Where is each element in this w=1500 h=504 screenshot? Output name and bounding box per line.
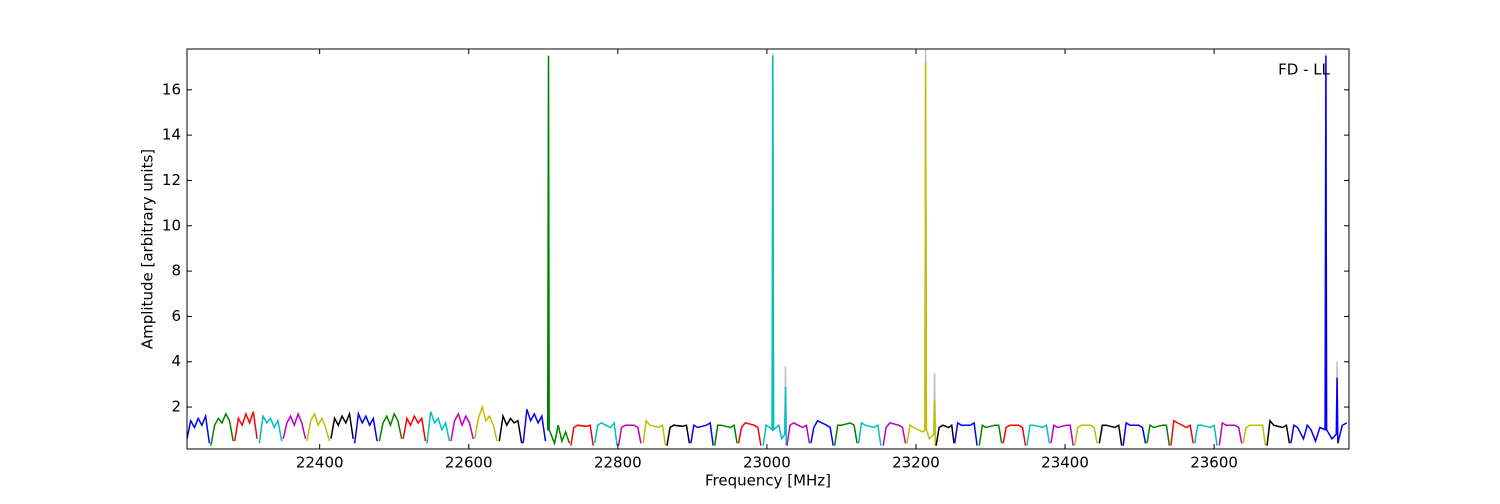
series-line bbox=[1073, 424, 1098, 446]
series-line bbox=[642, 418, 667, 446]
y-tick-label: 4 bbox=[171, 352, 181, 370]
series-line bbox=[690, 421, 714, 446]
y-tick-label: 10 bbox=[162, 216, 181, 234]
series-line bbox=[330, 411, 354, 439]
series-line bbox=[713, 423, 738, 446]
y-tick-label: 14 bbox=[162, 126, 181, 144]
series-line bbox=[187, 413, 211, 444]
series-line bbox=[473, 404, 498, 442]
series-line bbox=[906, 62, 937, 446]
axes-frame bbox=[186, 48, 1350, 450]
series-line bbox=[1266, 418, 1291, 446]
series-line bbox=[1242, 424, 1267, 446]
y-axis-label: Amplitude [arbitrary units] bbox=[139, 149, 157, 349]
series-line bbox=[810, 419, 834, 446]
x-tick-label: 22800 bbox=[594, 454, 642, 472]
series-line bbox=[978, 423, 1003, 446]
series-line bbox=[666, 424, 691, 446]
series-line bbox=[762, 55, 788, 446]
series-line bbox=[617, 424, 642, 446]
series-line bbox=[498, 413, 523, 444]
x-tick-label: 22600 bbox=[445, 454, 493, 472]
y-tick-label: 12 bbox=[162, 171, 181, 189]
y-tick-label: 8 bbox=[171, 262, 181, 280]
plot-area bbox=[187, 49, 1348, 446]
series-line bbox=[210, 412, 234, 446]
series-line bbox=[1146, 423, 1171, 446]
series-line bbox=[833, 422, 858, 446]
series-line bbox=[1098, 423, 1123, 446]
series-line bbox=[233, 411, 258, 442]
series-line bbox=[882, 422, 907, 446]
series-line bbox=[282, 411, 307, 439]
series-line bbox=[1026, 423, 1051, 446]
x-tick-label: 23600 bbox=[1190, 454, 1238, 472]
series-line bbox=[1218, 421, 1243, 446]
series-line bbox=[1122, 421, 1147, 446]
series-line bbox=[786, 422, 811, 446]
series-line bbox=[935, 423, 955, 446]
series-line bbox=[771, 49, 1339, 435]
series-line bbox=[1170, 419, 1194, 446]
x-tick-label: 23200 bbox=[892, 454, 940, 472]
annotation: FD - LL bbox=[1278, 61, 1330, 79]
series-line bbox=[1050, 423, 1074, 446]
series-line bbox=[426, 411, 451, 444]
series-line bbox=[593, 421, 618, 446]
series-line bbox=[402, 414, 427, 442]
x-tick-label: 23400 bbox=[1041, 454, 1089, 472]
series-line bbox=[1193, 423, 1218, 446]
series-line bbox=[546, 55, 571, 446]
series-line bbox=[258, 413, 283, 444]
x-axis-label: Frequency [MHz] bbox=[705, 472, 831, 490]
x-tick-label: 23000 bbox=[743, 454, 791, 472]
series-line bbox=[306, 412, 331, 442]
series-line bbox=[378, 412, 403, 442]
series-line bbox=[522, 409, 547, 444]
series-line bbox=[1290, 55, 1348, 444]
y-tick-label: 6 bbox=[171, 307, 181, 325]
series-line bbox=[737, 422, 762, 446]
series-line bbox=[1002, 424, 1027, 446]
x-tick-label: 22400 bbox=[296, 454, 344, 472]
series-line bbox=[570, 424, 594, 446]
series-line bbox=[857, 421, 882, 446]
series-line bbox=[953, 421, 978, 446]
series-line bbox=[353, 411, 378, 444]
series-line bbox=[450, 412, 474, 442]
y-tick-label: 16 bbox=[162, 80, 181, 98]
y-tick-label: 2 bbox=[171, 398, 181, 416]
